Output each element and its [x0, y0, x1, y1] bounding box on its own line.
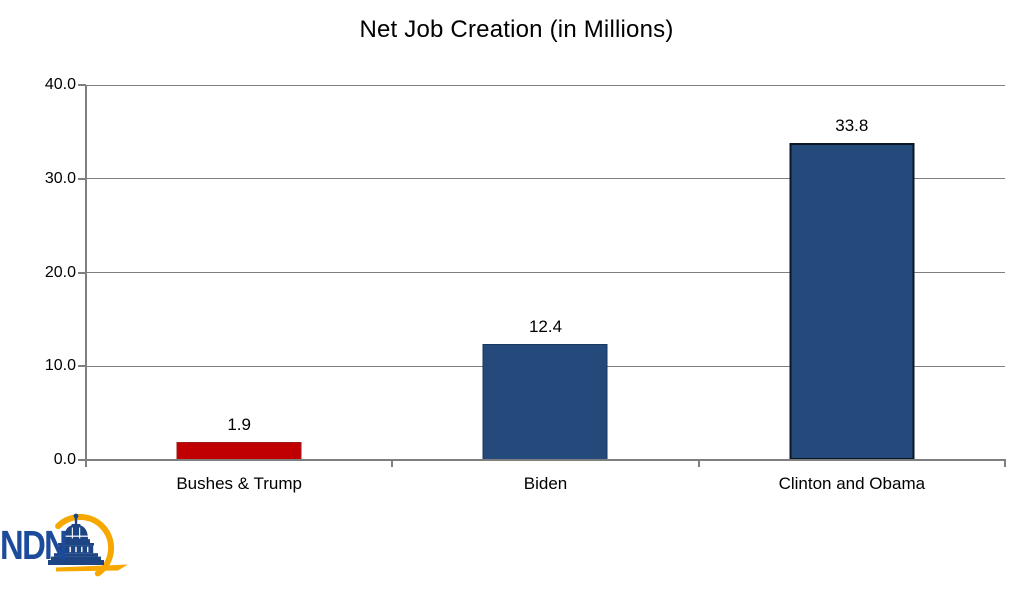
x-axis-tick [1004, 460, 1006, 467]
bar-value-label: 12.4 [528, 316, 563, 336]
x-axis-tick [697, 460, 700, 467]
ndn-logo: NDN [0, 506, 132, 592]
gridline [86, 272, 1005, 273]
category-label: Bushes & Trump [176, 474, 302, 493]
bar-value-label: 1.9 [227, 415, 251, 435]
bar-cell: 1.9 [86, 85, 392, 460]
capitol-dome-icon [48, 513, 128, 577]
bar-biden [482, 343, 608, 460]
y-axis-tick-label: 20.0 [44, 263, 76, 281]
x-axis-line [85, 459, 1006, 461]
ndn-logo-text: NDN [0, 522, 68, 568]
y-axis-tick [78, 459, 86, 461]
bar-cell: 33.8 [699, 85, 1005, 460]
bar-value-label: 33.8 [835, 116, 869, 136]
bar-cell: 12.4 [392, 85, 698, 460]
y-axis-line [85, 85, 87, 462]
y-axis-tick [78, 271, 86, 274]
bar-bushes-trump [176, 442, 302, 460]
chart-title: Net Job Creation (in Millions) [359, 16, 674, 43]
x-axis-tick [391, 460, 394, 467]
gridline [86, 178, 1005, 180]
y-axis-tick-label: 0.0 [53, 451, 76, 468]
y-axis-tick [78, 365, 86, 368]
gridline [86, 84, 1005, 86]
category-label: Biden [523, 474, 568, 493]
y-axis-tick [78, 177, 86, 180]
category-label: Clinton and Obama [778, 474, 926, 493]
y-axis-tick [78, 84, 86, 86]
y-axis-tick-label: 10.0 [44, 357, 76, 375]
y-axis-tick-label: 40.0 [44, 76, 76, 93]
x-axis-tick [85, 460, 87, 467]
y-axis-tick-label: 30.0 [44, 169, 76, 187]
plot-area: 1.9 12.4 33.8 [86, 84, 1005, 460]
bar-clinton-and-obama [789, 143, 915, 460]
